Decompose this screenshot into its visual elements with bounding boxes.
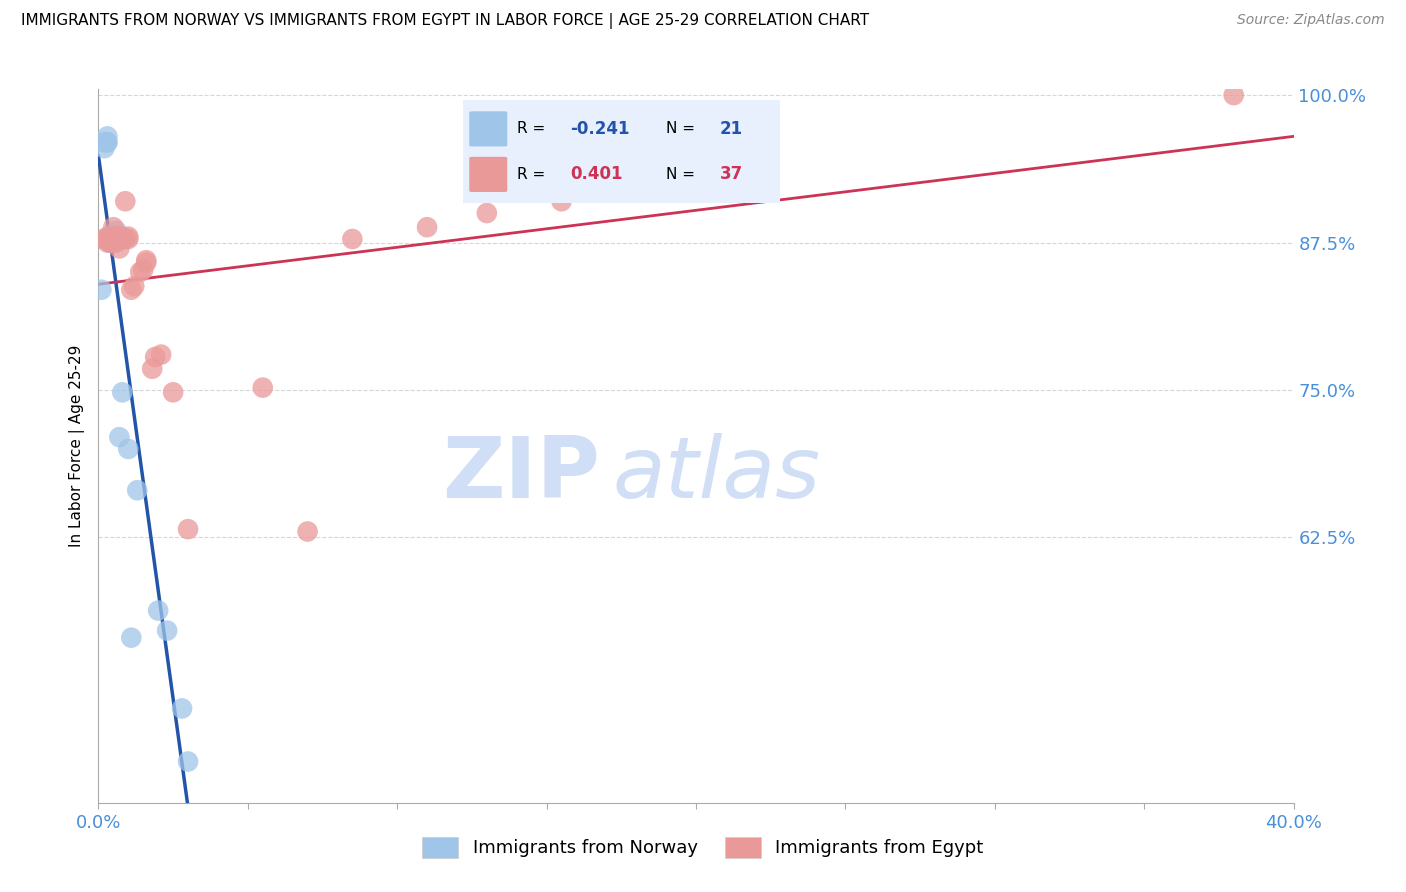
Point bbox=[105, 229, 128, 244]
Text: ZIP: ZIP bbox=[443, 433, 600, 516]
Point bbox=[127, 483, 149, 498]
Point bbox=[297, 524, 319, 539]
Point bbox=[162, 385, 184, 400]
Point bbox=[96, 232, 118, 246]
Point bbox=[96, 235, 118, 250]
Point bbox=[108, 430, 131, 444]
Point bbox=[252, 381, 274, 395]
Point bbox=[93, 232, 115, 246]
Point bbox=[141, 361, 163, 376]
Point bbox=[96, 136, 118, 150]
Point bbox=[114, 232, 136, 246]
Point bbox=[120, 631, 142, 645]
Point bbox=[90, 283, 112, 297]
Point bbox=[177, 522, 200, 536]
Point bbox=[1223, 88, 1246, 103]
Point bbox=[108, 229, 131, 244]
Point bbox=[111, 229, 134, 244]
Point bbox=[135, 253, 157, 268]
Point bbox=[100, 232, 122, 246]
Point bbox=[100, 235, 122, 250]
Point bbox=[135, 255, 157, 269]
Point bbox=[108, 242, 131, 256]
Point bbox=[93, 141, 115, 155]
Point bbox=[172, 701, 194, 715]
Point bbox=[156, 624, 179, 638]
Point bbox=[550, 194, 572, 209]
Point bbox=[177, 755, 200, 769]
Point bbox=[148, 603, 170, 617]
Point bbox=[100, 235, 122, 250]
Point bbox=[150, 348, 173, 362]
Point bbox=[124, 279, 146, 293]
Point bbox=[132, 262, 155, 277]
Point bbox=[103, 220, 125, 235]
Point bbox=[96, 129, 118, 144]
Point bbox=[96, 136, 118, 150]
Point bbox=[105, 224, 128, 238]
Point bbox=[103, 235, 125, 250]
Point bbox=[342, 232, 364, 246]
Point bbox=[595, 170, 617, 185]
Point bbox=[111, 232, 134, 246]
Point bbox=[129, 265, 152, 279]
Point bbox=[96, 229, 118, 244]
Point bbox=[103, 232, 125, 246]
Point bbox=[117, 232, 139, 246]
Point bbox=[93, 136, 115, 150]
Legend: Immigrants from Norway, Immigrants from Egypt: Immigrants from Norway, Immigrants from … bbox=[415, 830, 991, 865]
Point bbox=[416, 220, 439, 235]
Text: Source: ZipAtlas.com: Source: ZipAtlas.com bbox=[1237, 13, 1385, 28]
Point bbox=[105, 235, 128, 250]
Point bbox=[143, 350, 166, 364]
Point bbox=[117, 229, 139, 244]
Point bbox=[103, 229, 125, 244]
Point bbox=[117, 442, 139, 456]
Point bbox=[103, 229, 125, 244]
Point bbox=[475, 206, 498, 220]
Point bbox=[100, 235, 122, 250]
Text: atlas: atlas bbox=[613, 433, 820, 516]
Point bbox=[114, 194, 136, 209]
Y-axis label: In Labor Force | Age 25-29: In Labor Force | Age 25-29 bbox=[69, 345, 86, 547]
Point bbox=[120, 283, 142, 297]
Text: IMMIGRANTS FROM NORWAY VS IMMIGRANTS FROM EGYPT IN LABOR FORCE | AGE 25-29 CORRE: IMMIGRANTS FROM NORWAY VS IMMIGRANTS FRO… bbox=[21, 13, 869, 29]
Point bbox=[111, 385, 134, 400]
